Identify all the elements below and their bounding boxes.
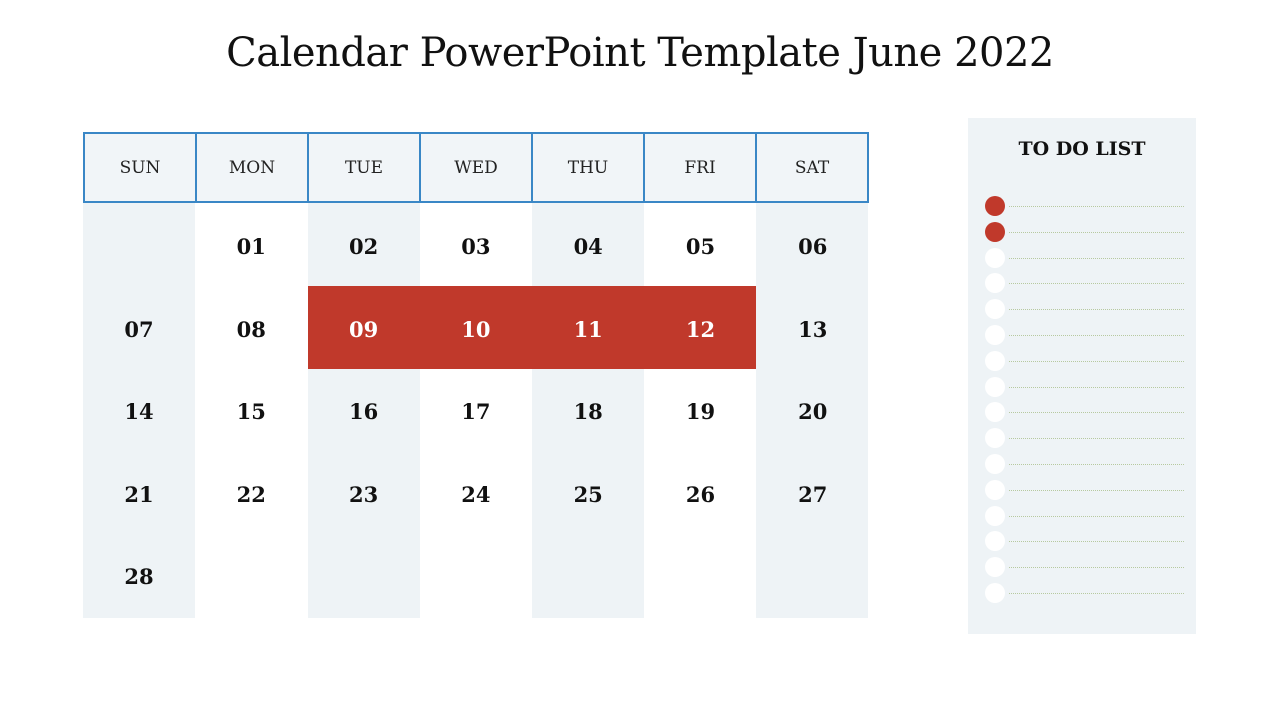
todo-writing-line <box>1009 593 1184 594</box>
thursday-column-shade <box>532 203 644 618</box>
day-cell: 26 <box>685 481 716 507</box>
todo-item[interactable] <box>985 454 1185 474</box>
page-title: Calendar PowerPoint Template June 2022 <box>226 30 1054 76</box>
sunday-column-shade <box>83 203 195 618</box>
day-cell: 09 <box>348 316 379 342</box>
todo-item[interactable] <box>985 273 1185 294</box>
checked-circle-icon[interactable] <box>985 221 1005 242</box>
empty-circle-icon[interactable] <box>985 402 1005 423</box>
todo-list-title: TO DO LIST <box>1018 138 1146 160</box>
todo-writing-line <box>1009 206 1184 207</box>
saturday-column-shade <box>756 203 868 618</box>
empty-circle-icon[interactable] <box>985 376 1005 397</box>
empty-circle-icon[interactable] <box>985 557 1005 578</box>
weekday-wed: WED <box>421 134 533 201</box>
todo-writing-line <box>1009 360 1184 362</box>
todo-item[interactable] <box>985 221 1185 242</box>
todo-writing-line <box>1009 464 1184 465</box>
day-cell: 25 <box>573 481 603 507</box>
todo-item[interactable] <box>985 583 1185 603</box>
weekday-thu: THU <box>533 134 645 201</box>
todo-writing-line <box>1009 412 1184 414</box>
todo-writing-line <box>1009 231 1184 233</box>
day-cell: 12 <box>685 316 716 342</box>
todo-item[interactable] <box>985 196 1185 216</box>
day-cell: 03 <box>461 234 491 259</box>
empty-circle-icon[interactable] <box>985 531 1005 552</box>
day-cell: 23 <box>348 481 379 507</box>
day-cell: 15 <box>236 399 266 424</box>
day-cell: 17 <box>461 399 491 424</box>
todo-writing-line <box>1009 309 1184 311</box>
day-cell: 19 <box>685 399 716 424</box>
day-cell: 24 <box>461 481 491 507</box>
todo-writing-line <box>1009 515 1184 517</box>
highlighted-days-band <box>308 286 756 369</box>
checked-circle-icon[interactable] <box>985 196 1005 216</box>
empty-circle-icon[interactable] <box>985 299 1005 320</box>
todo-writing-line <box>1009 489 1184 491</box>
day-cell: 18 <box>573 399 603 424</box>
todo-writing-line <box>1009 438 1184 440</box>
todo-writing-line <box>1009 283 1184 285</box>
empty-circle-icon[interactable] <box>985 505 1005 526</box>
empty-circle-icon[interactable] <box>985 325 1005 345</box>
day-cell: 28 <box>124 564 154 589</box>
todo-item[interactable] <box>985 376 1185 397</box>
empty-circle-icon[interactable] <box>985 247 1005 268</box>
todo-list-panel: TO DO LIST <box>968 118 1196 634</box>
day-cell: 10 <box>461 316 491 342</box>
todo-writing-line <box>1009 567 1184 569</box>
tuesday-column-shade <box>308 203 420 618</box>
day-cell: 11 <box>573 316 603 342</box>
todo-writing-line <box>1009 257 1184 259</box>
empty-circle-icon[interactable] <box>985 428 1005 449</box>
day-cell: 27 <box>798 481 828 507</box>
todo-writing-line <box>1009 386 1184 388</box>
weekday-tue: TUE <box>309 134 421 201</box>
todo-item[interactable] <box>985 247 1185 268</box>
day-cell: 06 <box>798 234 828 259</box>
weekday-fri: FRI <box>645 134 757 201</box>
day-cell: 22 <box>236 481 266 507</box>
empty-circle-icon[interactable] <box>985 583 1005 603</box>
weekday-mon: MON <box>197 134 309 201</box>
empty-circle-icon[interactable] <box>985 479 1005 500</box>
day-cell: 16 <box>348 399 379 424</box>
empty-circle-icon[interactable] <box>985 273 1005 294</box>
day-cell: 13 <box>798 316 828 342</box>
day-cell: 07 <box>124 316 154 342</box>
todo-item[interactable] <box>985 505 1185 526</box>
todo-item[interactable] <box>985 402 1185 423</box>
empty-circle-icon[interactable] <box>985 350 1005 371</box>
day-cell: 01 <box>236 234 266 259</box>
todo-item[interactable] <box>985 531 1185 552</box>
todo-item[interactable] <box>985 325 1185 345</box>
todo-writing-line <box>1009 541 1184 543</box>
day-cell: 02 <box>348 234 379 259</box>
day-cell: 14 <box>124 399 154 424</box>
calendar-grid: SUN MON TUE WED THU FRI SAT 01 02 03 04 05 06… <box>83 132 869 618</box>
todo-item[interactable] <box>985 557 1185 578</box>
empty-circle-icon[interactable] <box>985 454 1005 474</box>
todo-item[interactable] <box>985 479 1185 500</box>
day-cell: 04 <box>573 234 603 259</box>
weekday-header: SUN MON TUE WED THU FRI SAT <box>83 132 869 203</box>
todo-item[interactable] <box>985 428 1185 449</box>
weekday-sun: SUN <box>85 134 197 201</box>
day-cell: 20 <box>798 399 828 424</box>
todo-writing-line <box>1009 335 1184 336</box>
todo-item[interactable] <box>985 350 1185 371</box>
weekday-sat: SAT <box>794 157 830 178</box>
day-cell: 05 <box>685 234 716 259</box>
day-cell: 08 <box>236 316 266 342</box>
todo-item[interactable] <box>985 299 1185 320</box>
day-cell: 21 <box>124 481 154 507</box>
